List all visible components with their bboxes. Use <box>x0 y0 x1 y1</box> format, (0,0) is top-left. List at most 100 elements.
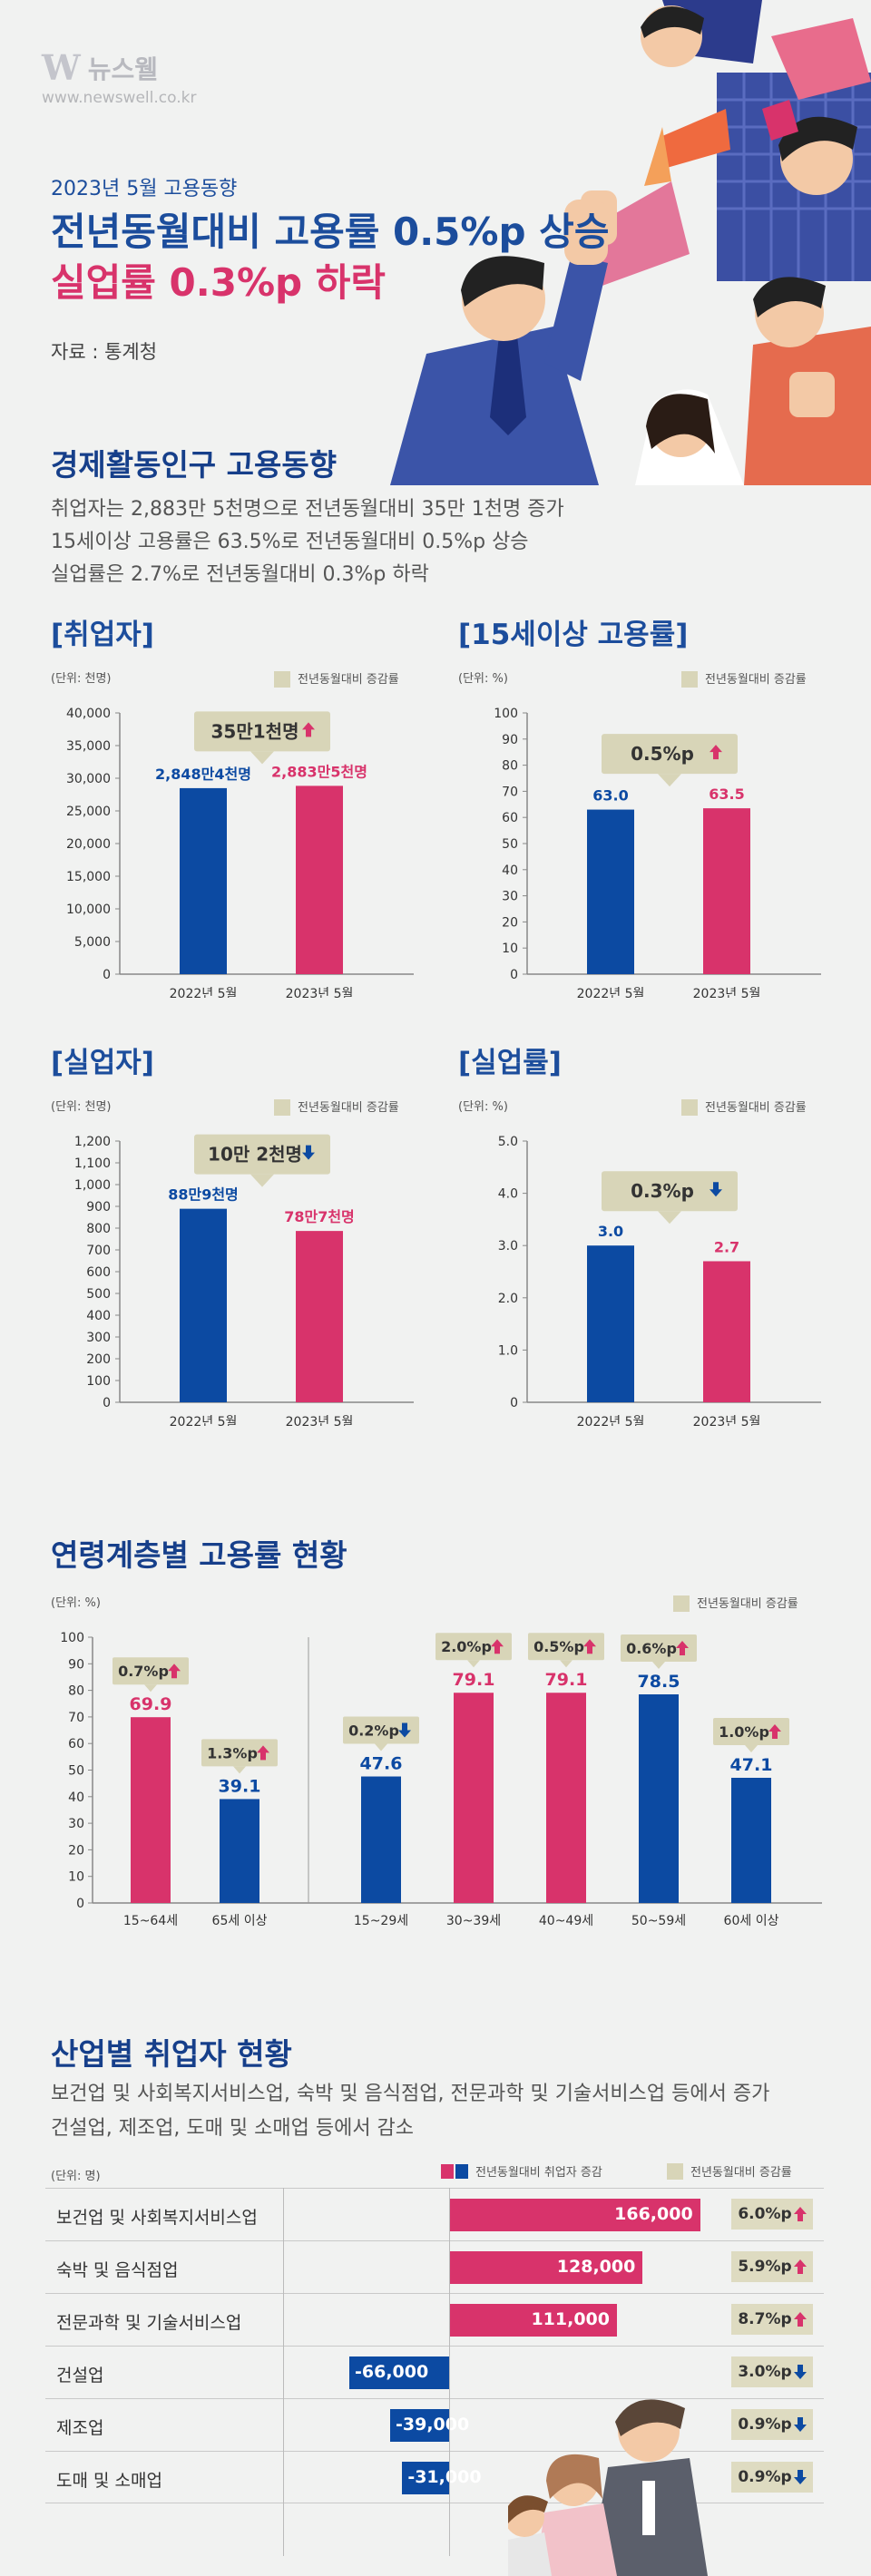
bar-chart-svg: [15세이상 고용률] (단위: %) 전년동월대비 증감률 0 10 20 30 40 50 6… <box>458 619 821 1001</box>
y-tick-label: 20,000 <box>66 837 111 852</box>
report-eyebrow: 2023년 5월 고용동향 <box>51 178 238 200</box>
change-badge: 10만 2천명 <box>194 1134 330 1187</box>
data-label: 69.9 <box>130 1694 172 1714</box>
bar <box>731 1777 771 1903</box>
y-tick-label: 0 <box>103 1396 111 1410</box>
chart-title: [실업자] <box>51 1047 154 1079</box>
arrow-down-icon <box>793 2470 807 2484</box>
legend-label: 전년동월대비 증감률 <box>705 1101 807 1115</box>
rate-badge: 0.9%p <box>731 2462 813 2493</box>
y-tick-label: 10 <box>502 942 518 956</box>
y-tick-label: 0 <box>103 968 111 982</box>
y-tick-label: 30 <box>502 890 518 904</box>
brand-logo: W 뉴스웰 <box>42 47 158 88</box>
industry-name: 제조업 <box>56 2418 104 2438</box>
legend-swatch <box>667 2162 683 2180</box>
y-tick-label: 60 <box>502 811 518 825</box>
change-badge-label: 1.3%p <box>207 1744 258 1761</box>
y-tick-label: 700 <box>86 1244 111 1258</box>
y-tick-label: 30,000 <box>66 772 111 786</box>
change-badge: 0.6%p <box>621 1634 697 1669</box>
data-label: 79.1 <box>453 1670 495 1690</box>
data-label: 166,000 <box>614 2204 693 2224</box>
headline-line2: 실업률 0.3%p 하락 <box>51 260 386 305</box>
bar <box>449 2304 617 2337</box>
bar-chart-svg: [실업자] (단위: 천명) 전년동월대비 증감률 0 100 200 300 400 500 6… <box>51 1047 414 1429</box>
bar <box>454 1693 494 1903</box>
legend-label: 전년동월대비 증감률 <box>697 1597 798 1611</box>
bar <box>131 1717 171 1903</box>
industry-zero-line <box>449 2188 450 2556</box>
y-tick-label: 0 <box>510 1396 518 1410</box>
celebration-illustration <box>390 0 871 485</box>
data-label: 79.1 <box>545 1670 588 1690</box>
y-tick-label: 500 <box>86 1287 111 1302</box>
x-tick-label: 15~64세 <box>123 1914 178 1928</box>
change-badge: 1.0%p <box>713 1717 789 1752</box>
change-badge-label: 0.3%p <box>631 1180 694 1202</box>
change-badge-label: 2.0%p <box>441 1638 492 1655</box>
summary-line: 취업자는 2,883만 5천명으로 전년동월대비 35만 1천명 증가 <box>51 498 564 521</box>
y-tick-label: 15,000 <box>66 870 111 884</box>
arrow-up-icon <box>710 745 722 760</box>
change-badge-label: 0.2%p <box>348 1722 399 1740</box>
bar-chart-svg: [취업자] (단위: 천명) 전년동월대비 증감률 0 5,000 10,000 15,00… <box>51 619 414 1001</box>
x-tick-label: 2023년 5월 <box>693 987 761 998</box>
y-tick-label: 100 <box>86 1374 111 1389</box>
arrow-up-icon <box>583 1639 596 1654</box>
data-label: 2,883만5천명 <box>271 763 367 780</box>
y-tick-label: 10 <box>68 1870 84 1885</box>
rate-badge: 0.9%p <box>731 2409 813 2440</box>
table-row: 전문과학 및 기술서비스업 111,000 8.7%p <box>45 2293 824 2346</box>
industry-table: 보건업 및 사회복지서비스업 166,000 6.0%p 숙박 및 음식점업 128,0… <box>45 2188 824 2503</box>
bar <box>703 808 750 974</box>
change-badge: 35만1천명 <box>194 711 330 765</box>
bar <box>587 809 634 974</box>
y-tick-label: 300 <box>86 1331 111 1345</box>
summary-line: 보건업 및 사회복지서비스업, 숙박 및 음식점업, 전문과학 및 기술서비스업… <box>51 2083 770 2105</box>
x-tick-label: 30~39세 <box>446 1914 501 1928</box>
x-tick-label: 2022년 5월 <box>577 1415 645 1426</box>
y-tick-label: 4.0 <box>498 1187 518 1202</box>
source-note: 자료 : 통계청 <box>51 341 158 363</box>
data-label: 2,848만4천명 <box>155 766 251 783</box>
rate-badge: 8.7%p <box>731 2304 813 2335</box>
summary-line: 실업률은 2.7%로 전년동월대비 0.3%p 하락 <box>51 563 429 586</box>
rate-badge-label: 5.9%p <box>738 2258 792 2276</box>
y-tick-label: 20 <box>68 1843 84 1858</box>
economy-summary: 취업자는 2,883만 5천명으로 전년동월대비 35만 1천명 증가 15세이… <box>51 493 564 591</box>
industry-name: 보건업 및 사회복지서비스업 <box>56 2208 258 2228</box>
bar <box>220 1799 259 1903</box>
industry-divider <box>283 2188 284 2556</box>
bar <box>349 2356 449 2389</box>
arrow-up-icon <box>257 1745 269 1761</box>
data-label: 111,000 <box>531 2309 610 2329</box>
unit-label: (단위: %) <box>458 1100 508 1114</box>
change-badge: 0.5%p <box>528 1633 604 1668</box>
change-badge: 0.7%p <box>113 1657 189 1693</box>
y-tick-label: 80 <box>68 1684 84 1699</box>
bar <box>639 1693 679 1903</box>
arrow-down-icon <box>302 1145 315 1160</box>
y-tick-label: 40 <box>68 1791 84 1805</box>
industry-unit: (단위: 명) <box>51 2170 101 2183</box>
table-row: 제조업 -39,000 0.9%p <box>45 2398 824 2451</box>
y-tick-label: 3.0 <box>498 1239 518 1254</box>
table-row: 도매 및 소매업 -31,000 0.9%p <box>45 2451 824 2503</box>
y-tick-label: 400 <box>86 1309 111 1323</box>
bar-chart-svg: (단위: %) 전년동월대비 증감률 0 10 20 30 40 50 60 70 80 90 100 6… <box>51 1595 822 1928</box>
y-tick-label: 5.0 <box>498 1135 518 1149</box>
data-label: 39.1 <box>219 1776 261 1796</box>
legend-swatch <box>681 671 698 688</box>
bar <box>180 1208 227 1402</box>
x-tick-label: 50~59세 <box>631 1914 686 1928</box>
y-tick-label: 2.0 <box>498 1292 518 1306</box>
unit-label: (단위: %) <box>458 672 508 686</box>
data-label: 63.5 <box>709 785 744 803</box>
legend-swatch <box>681 1099 698 1116</box>
chart-employed: [취업자] (단위: 천명) 전년동월대비 증감률 0 5,000 10,000 15,00… <box>51 617 414 1001</box>
data-label: -31,000 <box>407 2467 482 2487</box>
office-workers-illustration <box>508 2399 708 2576</box>
bar <box>449 2251 643 2284</box>
y-tick-label: 70 <box>68 1711 84 1725</box>
